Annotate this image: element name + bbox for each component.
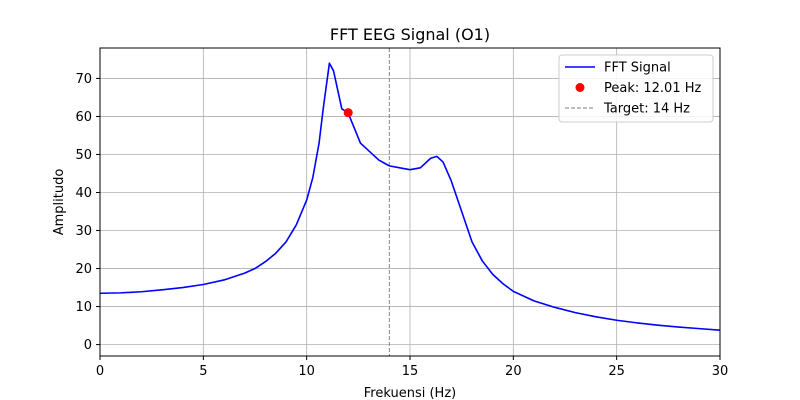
legend-box	[558, 54, 714, 123]
x-tick-label: 20	[505, 364, 522, 379]
x-tick-label: 25	[608, 364, 625, 379]
plot-lines	[99, 48, 721, 356]
y-tick-label: 70	[75, 72, 92, 87]
legend-peak-swatch	[575, 83, 585, 92]
legend: FFT Signal Peak: 12.01 Hz Target: 14 Hz	[558, 54, 714, 123]
y-tick-label: 30	[75, 224, 92, 239]
y-tick-label: 20	[75, 262, 92, 277]
y-tick-label: 0	[84, 338, 92, 353]
y-axis-label: Amplitudo	[52, 169, 67, 236]
legend-peak-label: Peak: 12.01 Hz	[604, 81, 702, 96]
legend-target-label: Target: 14 Hz	[603, 102, 690, 117]
y-tick-label: 10	[75, 300, 92, 315]
peak-marker	[343, 108, 353, 118]
x-tick-label: 15	[402, 364, 419, 379]
x-tick-label: 30	[712, 364, 729, 379]
x-axis: 0 5 10 15 20 25 30	[96, 356, 728, 379]
x-tick-label: 5	[199, 364, 207, 379]
x-tick-label: 10	[298, 364, 315, 379]
y-tick-label: 50	[75, 148, 92, 163]
y-tick-label: 40	[75, 186, 92, 201]
grid	[99, 48, 721, 356]
chart-title: FFT EEG Signal (O1)	[330, 25, 490, 44]
x-axis-label: Frekuensi (Hz)	[364, 386, 456, 400]
x-tick-label: 0	[96, 364, 104, 379]
legend-fft-signal-label: FFT Signal	[604, 61, 671, 76]
y-axis: 0 10 20 30 40 50 60 70	[75, 72, 100, 353]
fft-signal-line	[99, 62, 721, 331]
y-tick-label: 60	[75, 110, 92, 125]
